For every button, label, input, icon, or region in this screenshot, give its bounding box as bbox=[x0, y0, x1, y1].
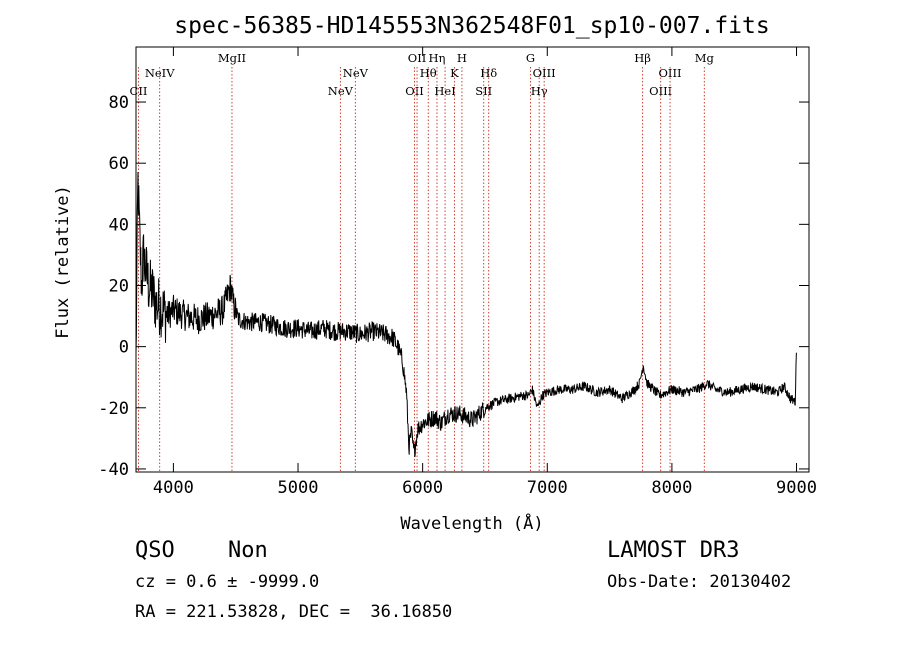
object-class: QSO bbox=[135, 538, 175, 563]
plot-frame bbox=[135, 46, 810, 473]
y-tick-label: 60 bbox=[109, 154, 129, 174]
marker-label-5: OII bbox=[405, 84, 424, 98]
marker-label-1: NeIV bbox=[145, 66, 175, 80]
y-tick-label: 80 bbox=[109, 93, 129, 113]
y-tick-label: 0 bbox=[119, 338, 129, 358]
spectrum-chart: spec-56385-HD145553N362548F01_sp10-007.f… bbox=[53, 13, 817, 534]
marker-label-13: Hδ bbox=[480, 66, 497, 80]
x-tick-label: 7000 bbox=[527, 478, 568, 498]
y-tick-label: 40 bbox=[109, 215, 129, 235]
redshift-readout: cz = 0.6 ± -9999.0 bbox=[135, 572, 320, 592]
marker-label-3: NeV bbox=[328, 84, 354, 98]
marker-label-8: Hη bbox=[429, 51, 446, 65]
marker-label-18: OIII bbox=[649, 84, 672, 98]
y-tick-label: -20 bbox=[98, 399, 129, 419]
marker-label-10: K bbox=[450, 66, 459, 80]
marker-label-12: SII bbox=[475, 84, 492, 98]
marker-label-0: CII bbox=[130, 84, 148, 98]
marker-label-9: HeI bbox=[434, 84, 455, 98]
y-tick-label: 20 bbox=[109, 276, 129, 296]
coordinates-readout: RA = 221.53828, DEC = 36.16850 bbox=[135, 602, 453, 622]
marker-label-17: Hβ bbox=[634, 51, 651, 65]
survey-name: LAMOST DR3 bbox=[607, 538, 740, 563]
x-tick-label: 5000 bbox=[278, 478, 319, 498]
marker-label-16: OIII bbox=[533, 66, 556, 80]
chart-title: spec-56385-HD145553N362548F01_sp10-007.f… bbox=[174, 13, 769, 39]
flux-series-line bbox=[135, 171, 797, 458]
marker-label-11: H bbox=[457, 51, 467, 65]
y-tick-label: -40 bbox=[98, 460, 129, 480]
line-markers: CIINeIVMgIINeVNeVOIIOIIHθHηHeIKHSIIHδGHγ… bbox=[130, 51, 715, 472]
object-subclass: Non bbox=[228, 538, 268, 563]
observation-date: Obs-Date: 20130402 bbox=[607, 572, 792, 592]
marker-label-19: OIII bbox=[659, 66, 682, 80]
marker-label-6: OII bbox=[408, 51, 427, 65]
x-tick-label: 8000 bbox=[651, 478, 692, 498]
marker-label-14: G bbox=[526, 51, 535, 65]
marker-label-20: Mg bbox=[695, 51, 715, 65]
marker-label-4: NeV bbox=[343, 66, 369, 80]
marker-label-15: Hγ bbox=[531, 84, 548, 98]
axis-ticks: 4000 5000 6000 7000 8000 9000 -40 -20 0 20 40 60 80 bbox=[98, 47, 817, 498]
x-tick-label: 6000 bbox=[402, 478, 443, 498]
x-axis-label: Wavelength (Å) bbox=[400, 512, 543, 534]
x-tick-label: 9000 bbox=[776, 478, 817, 498]
marker-label-7: Hθ bbox=[420, 66, 437, 80]
x-tick-label: 4000 bbox=[153, 478, 194, 498]
y-axis-label: Flux (relative) bbox=[53, 185, 73, 339]
marker-label-2: MgII bbox=[218, 51, 246, 65]
